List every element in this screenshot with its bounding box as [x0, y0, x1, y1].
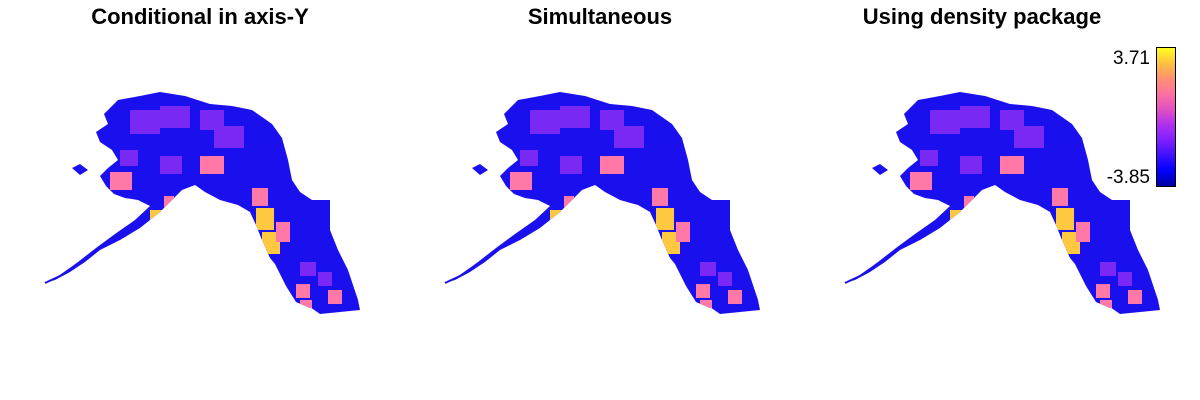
- heatmap-cell: [944, 134, 962, 154]
- panel-title: Conditional in axis-Y: [91, 4, 309, 29]
- heatmap-cell: [1000, 156, 1024, 174]
- heatmap-cell: [520, 150, 538, 166]
- panel-title: Using density package: [862, 4, 1102, 29]
- heatmap-cell: [662, 232, 680, 254]
- heatmap-cell: [920, 150, 938, 166]
- heatmap-cell: [910, 172, 932, 190]
- heatmap-cell: [728, 290, 742, 304]
- heatmap-cell: [160, 156, 182, 174]
- heatmap-cell: [564, 196, 574, 212]
- heatmap-cell: [530, 110, 560, 134]
- heatmap-cell: [1000, 110, 1024, 130]
- heatmap-cell: [160, 106, 190, 128]
- heatmap-cell: [580, 130, 606, 152]
- heatmap-cell: [1100, 262, 1116, 276]
- aleutian-chain: [844, 249, 897, 284]
- heatmap-cell: [256, 208, 274, 230]
- heatmap-cell: [276, 222, 290, 242]
- heatmap-cell: [636, 166, 654, 184]
- heatmap-alaska: [44, 92, 360, 314]
- heatmap-cell: [960, 156, 982, 174]
- legend-max-label: 3.71: [1113, 48, 1150, 69]
- legend-color-bar: [1156, 47, 1176, 187]
- heatmap-cell: [300, 262, 316, 276]
- aleutian-chain: [444, 249, 497, 284]
- heatmap-cell: [1118, 272, 1132, 286]
- heatmap-cell: [1096, 284, 1110, 298]
- heatmap-cell: [180, 130, 206, 152]
- heatmap-cell: [144, 134, 162, 154]
- legend-min-label: -3.85: [1106, 167, 1150, 188]
- heatmap-cell: [600, 110, 624, 130]
- heatmap-cell: [150, 210, 162, 222]
- heatmap-cell: [214, 126, 244, 148]
- panel-title: Simultaneous: [527, 4, 673, 29]
- heatmap-cell: [1100, 300, 1112, 310]
- heatmap-cell: [110, 172, 132, 190]
- heatmap-cell: [960, 106, 990, 128]
- heatmap-cell: [1056, 208, 1074, 230]
- heatmap-cell: [236, 166, 254, 184]
- heatmap-cell: [510, 172, 532, 190]
- heatmap-cell: [164, 196, 174, 212]
- heatmap-alaska: [444, 92, 760, 314]
- heatmap-cell: [1062, 232, 1080, 254]
- heatmap-cell: [700, 262, 716, 276]
- heatmap-cell: [300, 300, 312, 310]
- heatmap-cell: [614, 126, 644, 148]
- panel-density-package: Using density package: [800, 0, 1200, 400]
- heatmap-cell: [980, 130, 1006, 152]
- heatmap-alaska: [844, 92, 1160, 314]
- aleutian-chain: [44, 249, 97, 284]
- heatmap-cell: [696, 284, 710, 298]
- heatmap-cell: [560, 156, 582, 174]
- island-region: [472, 164, 488, 175]
- heatmap-cell: [652, 188, 668, 206]
- heatmap-cell: [550, 210, 562, 222]
- heatmap-cell: [1052, 188, 1068, 206]
- heatmap-cell: [544, 134, 562, 154]
- heatmap-cell: [950, 210, 962, 222]
- heatmap-cell: [318, 272, 332, 286]
- heatmap-cell: [252, 188, 268, 206]
- panel-conditional: Conditional in axis-Y: [0, 0, 400, 400]
- color-legend: 3.71 -3.85: [1092, 45, 1200, 195]
- panel-simultaneous: Simultaneous: [400, 0, 800, 400]
- island-region: [72, 164, 88, 175]
- heatmap-cell: [120, 150, 138, 166]
- heatmap-cell: [964, 196, 974, 212]
- heatmap-cell: [1036, 166, 1054, 184]
- heatmap-cell: [700, 300, 712, 310]
- heatmap-cell: [262, 232, 280, 254]
- heatmap-cell: [930, 110, 960, 134]
- heatmap-cell: [600, 156, 624, 174]
- island-region: [872, 164, 888, 175]
- heatmap-cell: [1014, 126, 1044, 148]
- heatmap-cell: [676, 222, 690, 242]
- heatmap-cell: [200, 156, 224, 174]
- heatmap-cell: [200, 110, 224, 130]
- heatmap-cell: [296, 284, 310, 298]
- heatmap-cell: [1128, 290, 1142, 304]
- heatmap-cell: [328, 290, 342, 304]
- heatmap-cell: [560, 106, 590, 128]
- heatmap-cell: [718, 272, 732, 286]
- heatmap-cell: [1076, 222, 1090, 242]
- heatmap-cell: [130, 110, 160, 134]
- heatmap-cell: [656, 208, 674, 230]
